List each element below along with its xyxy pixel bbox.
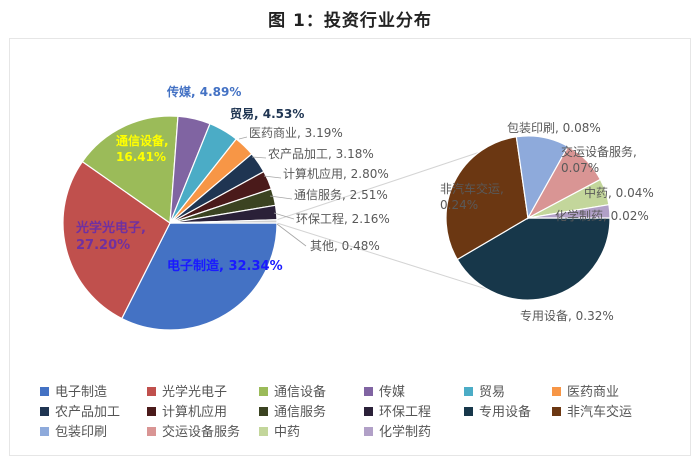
secondary-pie-slice-1 [456, 217, 611, 301]
legend-swatch [147, 387, 156, 396]
legend-label: 交运设备服务 [162, 425, 241, 440]
pie-data-label-5: 贸易, 4.53% [230, 106, 304, 121]
secondary-pie-data-label-4: 交运设备服务, 0.07% [561, 144, 637, 175]
legend-label: 通信服务 [274, 405, 327, 420]
pie-data-label-6: 医药商业, 3.19% [249, 125, 343, 140]
pie-data-label-9: 通信服务, 2.51% [294, 187, 388, 202]
legend-item-7: 农产品加工 [40, 404, 120, 422]
secondary-pie-data-label-2: 非汽车交运, 0.24% [440, 181, 504, 212]
legend-label: 环保工程 [379, 405, 432, 420]
pie-data-label-11: 其他, 0.48% [310, 239, 380, 253]
pie-data-label-4: 传媒, 4.89% [166, 84, 241, 99]
legend-label: 中药 [274, 425, 301, 440]
legend-label: 农产品加工 [55, 405, 121, 420]
connector-line-bottom [276, 222, 519, 300]
legend-label: 化学制药 [379, 425, 432, 440]
pie-slice-11 [169, 219, 278, 224]
legend-swatch [464, 407, 473, 416]
legend-swatch [464, 387, 473, 396]
legend-swatch [364, 407, 373, 416]
pie-slice-2 [62, 160, 171, 320]
legend-label: 包装印刷 [55, 425, 108, 440]
legend-label: 通信设备 [274, 385, 327, 400]
legend-item-15: 中药 [259, 424, 300, 442]
label-leader-line-8 [263, 175, 282, 179]
plot-frame [9, 38, 691, 456]
legend-label: 非汽车交运 [567, 405, 633, 420]
legend-swatch [40, 427, 49, 436]
pie-data-label-10: 环保工程, 2.16% [296, 211, 390, 226]
legend-item-6: 医药商业 [552, 384, 619, 402]
legend-label: 计算机应用 [162, 405, 228, 420]
legend-item-5: 贸易 [464, 384, 505, 402]
legend-swatch [552, 387, 561, 396]
pie-data-label-8: 计算机应用, 2.80% [283, 166, 389, 181]
legend-item-14: 交运设备服务 [147, 424, 240, 442]
legend-label: 专用设备 [479, 405, 532, 420]
pie-data-label-3: 通信设备, 16.41% [116, 133, 169, 164]
legend-item-8: 计算机应用 [147, 404, 227, 422]
legend-swatch [259, 427, 268, 436]
legend-swatch [364, 387, 373, 396]
legend-label: 传媒 [379, 385, 406, 400]
legend-item-2: 光学光电子 [147, 384, 227, 402]
legend-swatch [259, 387, 268, 396]
legend-item-4: 传媒 [364, 384, 405, 402]
secondary-pie-data-label-1: 专用设备, 0.32% [520, 308, 614, 323]
legend-label: 光学光电子 [162, 385, 228, 400]
chart-title: 图 1：投资行业分布 [268, 11, 432, 31]
legend-label: 贸易 [479, 385, 506, 400]
label-leader-line-10 [273, 212, 295, 220]
legend-swatch [40, 407, 49, 416]
label-leader-line-6 [238, 136, 248, 140]
label-leader-line-11 [276, 223, 307, 247]
pie-data-label-2: 光学光电子, 27.20% [75, 220, 146, 253]
legend-item-13: 包装印刷 [40, 424, 107, 442]
legend-item-12: 非汽车交运 [552, 404, 632, 422]
label-leader-line-9 [269, 195, 293, 200]
label-leader-line-7 [251, 156, 267, 159]
secondary-pie-data-label-5: 中药, 0.04% [584, 185, 654, 200]
pie-slice-1 [120, 222, 278, 331]
legend-swatch [40, 387, 49, 396]
secondary-pie-data-label-6: 化学制药, 0.02% [555, 208, 649, 223]
secondary-pie-data-label-3: 包装印刷, 0.08% [507, 121, 601, 135]
legend-swatch [147, 407, 156, 416]
legend-label: 电子制造 [55, 385, 108, 400]
legend-swatch [364, 427, 373, 436]
legend-swatch [259, 407, 268, 416]
pie-data-label-1: 电子制造, 32.34% [167, 258, 283, 274]
legend-label: 医药商业 [567, 385, 620, 400]
legend-item-3: 通信设备 [259, 384, 326, 402]
legend-item-16: 化学制药 [364, 424, 431, 442]
legend-swatch [147, 427, 156, 436]
legend-swatch [552, 407, 561, 416]
legend-item-11: 专用设备 [464, 404, 531, 422]
legend-item-1: 电子制造 [40, 384, 107, 402]
secondary-pie-slice-6 [527, 203, 611, 219]
legend-item-9: 通信服务 [259, 404, 326, 422]
legend-item-10: 环保工程 [364, 404, 431, 422]
pie-slice-3 [81, 115, 179, 225]
secondary-pie-slice-2 [445, 136, 529, 261]
pie-data-label-7: 农产品加工, 3.18% [268, 147, 374, 161]
